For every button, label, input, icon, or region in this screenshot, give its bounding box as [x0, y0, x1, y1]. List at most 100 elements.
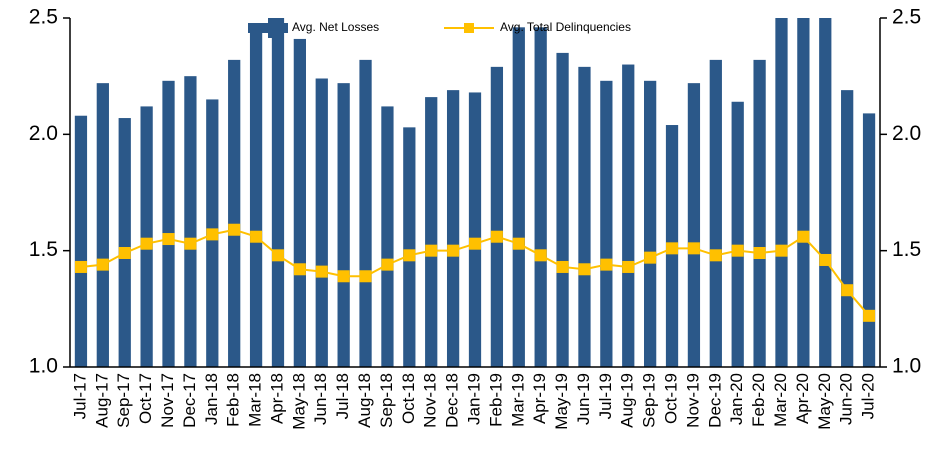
x-tick-label: Aug-19	[618, 373, 637, 428]
line-marker	[315, 265, 328, 278]
x-tick-label: Jun-18	[311, 373, 330, 425]
bar	[644, 80, 657, 367]
line-marker	[74, 260, 87, 273]
bar	[578, 66, 591, 367]
y2-tick-label: 2.5	[892, 6, 921, 29]
x-tick-label: Nov-19	[683, 373, 702, 428]
bar	[600, 80, 613, 367]
x-tick-label: Jan-19	[464, 373, 483, 425]
line-marker	[271, 249, 284, 262]
bar	[775, 18, 788, 367]
bar	[819, 18, 832, 367]
x-tick-label: Aug-18	[355, 373, 374, 428]
bar	[622, 64, 635, 367]
bar	[862, 113, 876, 367]
x-tick-label: Jul-18	[333, 373, 352, 419]
line-marker	[96, 258, 109, 271]
line-marker	[534, 249, 547, 262]
line-marker	[337, 270, 350, 283]
x-tick-label: Feb-20	[749, 373, 768, 427]
y-tick-label: 2.0	[29, 122, 58, 145]
line-marker	[797, 230, 810, 243]
bar	[359, 59, 372, 367]
y-tick-label: 1.0	[29, 355, 58, 378]
line-marker	[622, 260, 635, 273]
x-tick-label: Apr-19	[530, 373, 549, 424]
bar	[315, 78, 328, 367]
bars	[74, 18, 876, 367]
line-marker	[118, 246, 131, 259]
line-marker	[228, 223, 241, 236]
line-marker	[140, 237, 153, 250]
line-marker	[819, 253, 832, 266]
x-tick-label: Aug-17	[92, 373, 111, 428]
bar	[96, 83, 109, 367]
bar	[337, 83, 350, 367]
line-marker	[403, 249, 416, 262]
line-marker	[556, 260, 569, 273]
line-marker	[293, 263, 306, 276]
line-marker	[666, 242, 679, 255]
bar	[731, 101, 744, 367]
y2-tick-label: 2.0	[892, 122, 921, 145]
line-marker	[753, 246, 766, 259]
bar	[446, 90, 460, 367]
bar	[753, 59, 766, 367]
line-marker	[206, 228, 219, 241]
bar	[293, 38, 306, 367]
bar	[74, 115, 88, 367]
x-tick-label: Dec-17	[180, 373, 199, 428]
bar	[490, 66, 504, 367]
bar	[512, 27, 525, 367]
line-marker	[731, 244, 744, 257]
x-tick-label: Apr-20	[793, 373, 812, 424]
x-tick-label: Sep-19	[640, 373, 659, 428]
x-tick-label: Dec-18	[443, 373, 462, 428]
line-marker	[425, 244, 438, 257]
x-tick-label: Mar-18	[246, 373, 265, 427]
bar	[425, 97, 438, 367]
bar	[403, 127, 416, 367]
line-marker	[841, 284, 854, 297]
x-tick-label: Jun-20	[837, 373, 856, 425]
bar	[140, 106, 153, 367]
line-marker	[600, 258, 613, 271]
bar	[556, 52, 569, 367]
x-tick-label: Mar-19	[508, 373, 527, 427]
x-tick-label: Jan-18	[202, 373, 221, 425]
line-marker	[469, 237, 481, 250]
y2-tick-label: 1.5	[892, 238, 921, 261]
bar	[228, 59, 241, 367]
x-tick-label: Jun-19	[574, 373, 593, 425]
line-marker	[381, 258, 394, 271]
bar	[534, 27, 547, 367]
line-marker	[512, 237, 525, 250]
x-tick-label: Nov-18	[421, 373, 440, 428]
x-tick-label: Dec-19	[705, 373, 724, 428]
bar	[797, 18, 810, 367]
x-tick-label: Oct-19	[662, 373, 681, 424]
line-marker	[644, 251, 657, 264]
x-tick-label: Nov-17	[158, 373, 177, 428]
line-marker	[359, 270, 372, 283]
x-tick-label: May-20	[815, 373, 834, 430]
bar	[271, 18, 285, 367]
line-marker	[578, 263, 591, 276]
bar	[249, 24, 263, 367]
y2-tick-label: 1.0	[892, 355, 921, 378]
line-marker	[709, 249, 722, 262]
x-tick-label: Feb-18	[224, 373, 243, 427]
bar	[841, 90, 854, 367]
bar	[118, 118, 131, 367]
legend-swatch	[464, 23, 474, 33]
bar	[381, 106, 394, 367]
bar	[687, 83, 701, 367]
legend-label: Avg. Net Losses	[292, 20, 379, 34]
bar	[709, 59, 722, 367]
x-tick-label: Oct-17	[136, 373, 155, 424]
legend-label: Avg. Total Delinquencies	[500, 20, 631, 34]
bar	[162, 80, 175, 367]
line-marker	[250, 230, 263, 243]
x-tick-label: Sep-17	[114, 373, 133, 428]
